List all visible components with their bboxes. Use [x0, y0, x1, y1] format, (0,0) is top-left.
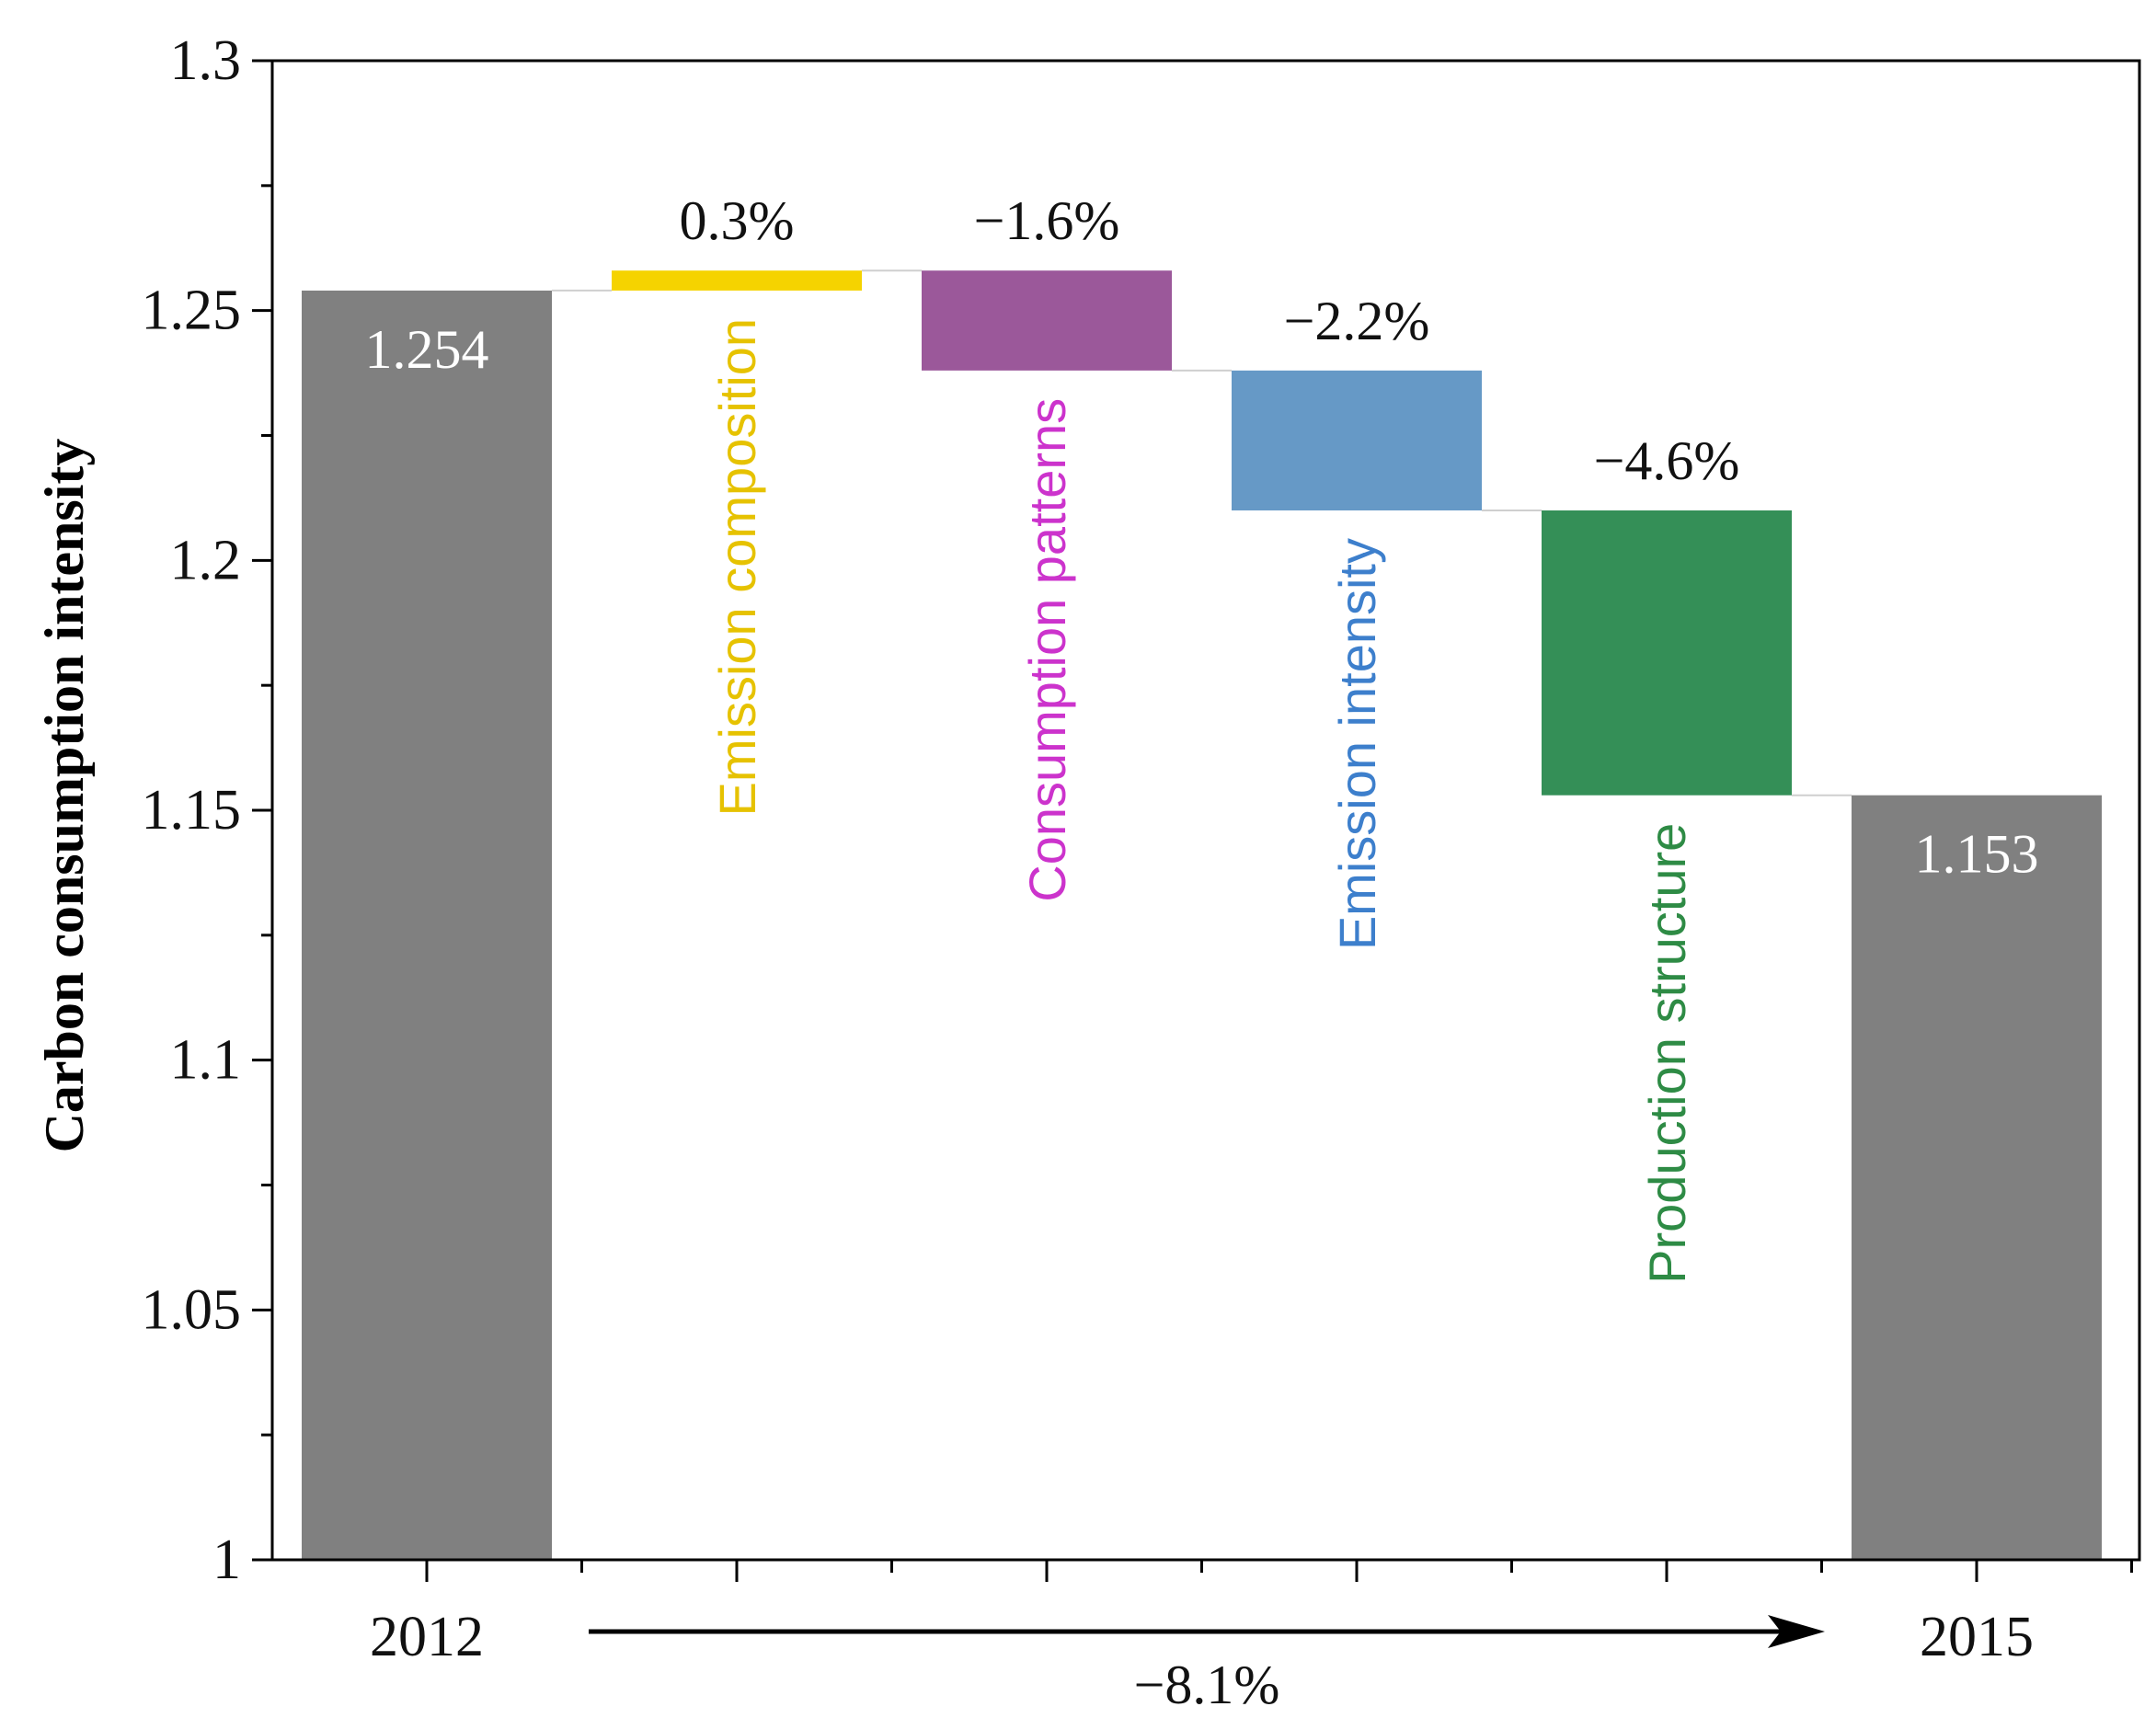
- bar-2012: [302, 290, 552, 1560]
- y-axis-label: Carbon consumption intensity: [34, 439, 95, 1153]
- x-tick-label-2012: 2012: [370, 1606, 484, 1668]
- pct-label-consumption-patterns: −1.6%: [974, 190, 1120, 251]
- bar-emission-intensity: [1232, 370, 1482, 510]
- category-label-emission-composition: Emission composition: [708, 318, 766, 817]
- y-tick-label: 1.1: [170, 1029, 242, 1092]
- pct-label-emission-composition: 0.3%: [680, 190, 795, 251]
- bar-production-structure: [1542, 510, 1792, 796]
- category-label-emission-intensity: Emission intensity: [1328, 538, 1386, 950]
- y-tick-label: 1.2: [170, 529, 242, 591]
- pct-label-production-structure: −4.6%: [1594, 430, 1740, 491]
- y-tick-label: 1: [212, 1529, 241, 1591]
- value-label-2012: 1.254: [365, 319, 489, 380]
- category-label-production-structure: Production structure: [1638, 823, 1696, 1284]
- x-tick-label-2015: 2015: [1920, 1606, 2034, 1668]
- y-tick-label: 1.15: [142, 779, 242, 842]
- bar-emission-composition: [612, 270, 862, 291]
- y-tick-label: 1.05: [142, 1278, 242, 1341]
- bar-2015: [1852, 795, 2102, 1560]
- value-label-2015: 1.153: [1915, 824, 2039, 885]
- change-arrow-head: [1768, 1615, 1825, 1648]
- y-tick-label: 1.25: [142, 280, 242, 342]
- category-label-consumption-patterns: Consumption patterns: [1018, 398, 1076, 902]
- total-change-label: −8.1%: [1134, 1655, 1280, 1715]
- bar-consumption-patterns: [922, 270, 1172, 371]
- y-tick-label: 1.3: [170, 29, 242, 92]
- pct-label-emission-intensity: −2.2%: [1284, 291, 1430, 351]
